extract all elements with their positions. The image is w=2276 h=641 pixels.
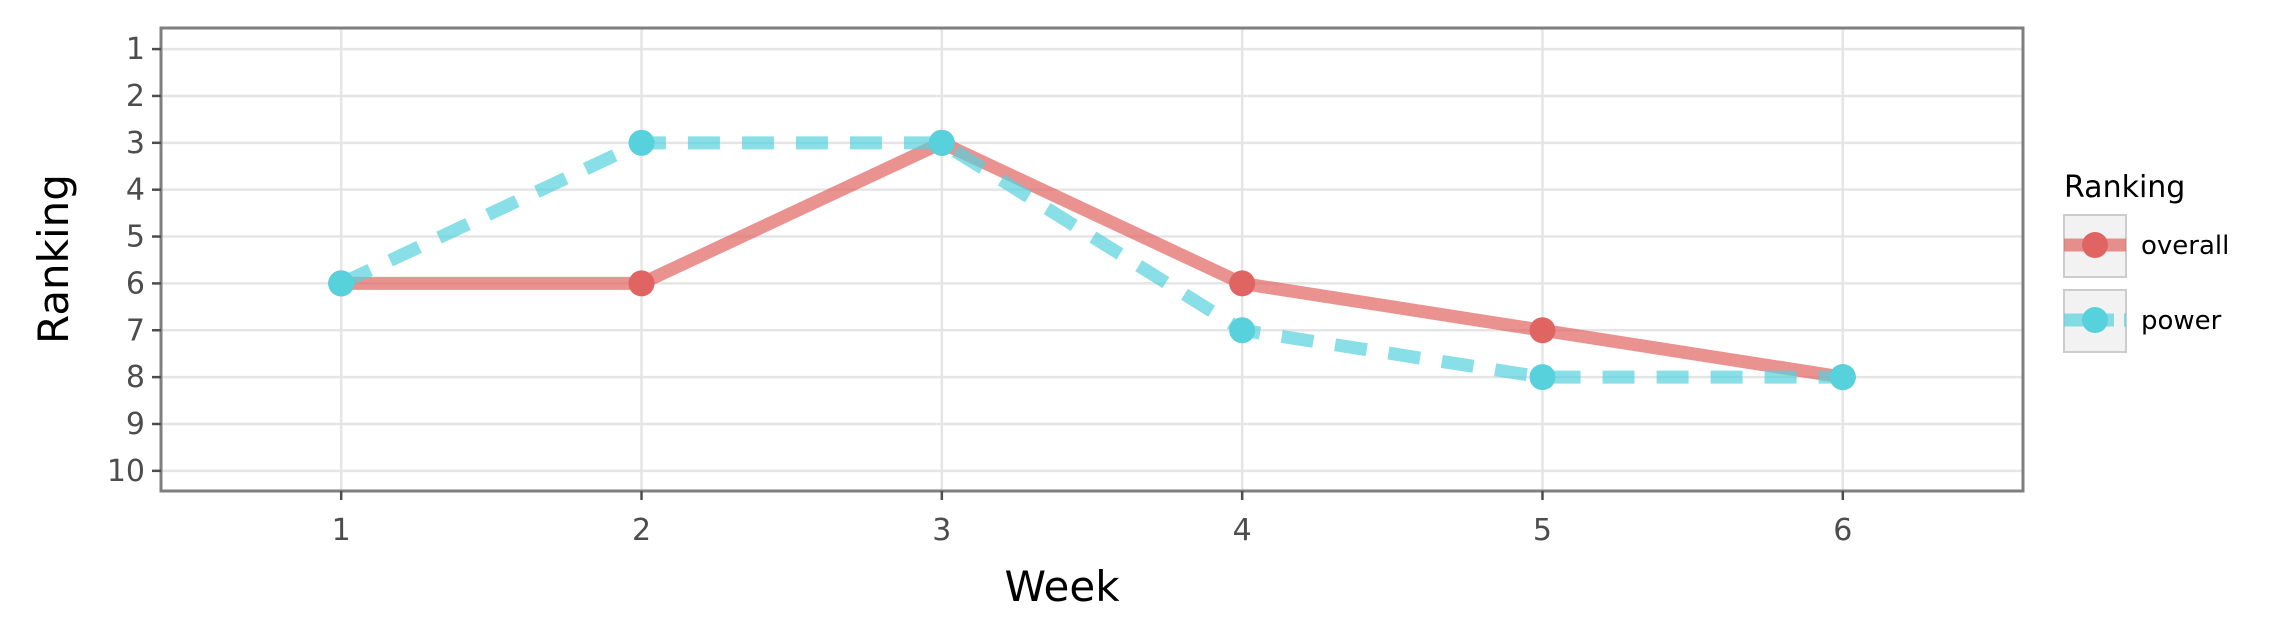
series-line-overall — [341, 136, 1844, 384]
y-tick-label: 8 — [126, 360, 145, 395]
y-tick-label: 6 — [126, 266, 145, 301]
data-point-power — [628, 129, 655, 156]
x-tick-label: 5 — [1533, 513, 1552, 548]
x-tick-label: 2 — [632, 513, 651, 548]
y-tick-label: 1 — [126, 32, 145, 67]
series-lines — [328, 129, 1856, 391]
data-point-power — [328, 270, 355, 297]
y-tick-label: 4 — [126, 173, 145, 208]
series-line-power — [338, 136, 1843, 384]
y-axis-title: Ranking — [29, 174, 78, 344]
legend-title: Ranking — [2064, 170, 2185, 205]
x-tick-label: 1 — [332, 513, 351, 548]
series-power — [328, 129, 1856, 391]
x-tick-label: 4 — [1233, 513, 1252, 548]
y-tick-label: 2 — [126, 79, 145, 114]
data-point-power — [1229, 317, 1256, 344]
y-tick-label: 10 — [107, 454, 145, 489]
legend-swatch-point — [2082, 307, 2108, 333]
y-tick-label: 3 — [126, 126, 145, 161]
data-point-overall — [1529, 317, 1556, 344]
legend-label: power — [2141, 306, 2222, 336]
legend-item-power: power — [2063, 289, 2222, 353]
y-tick-label: 9 — [126, 407, 145, 442]
legend-item-overall: overall — [2063, 214, 2229, 278]
gridlines — [161, 28, 2023, 491]
legend: Ranking overall power — [2063, 170, 2229, 353]
data-point-power — [1829, 364, 1856, 391]
x-tick-label: 6 — [1833, 513, 1852, 548]
y-tick-label: 7 — [126, 313, 145, 348]
axes: 1 2 3 4 5 6 1 2 3 4 5 6 7 8 9 10 — [107, 32, 1853, 548]
data-point-power — [1529, 364, 1556, 391]
data-point-overall — [1229, 270, 1256, 297]
x-axis-title: Week — [1004, 562, 1120, 611]
panel-border — [159, 26, 2025, 493]
legend-swatch-point — [2082, 232, 2108, 258]
legend-label: overall — [2141, 231, 2229, 261]
data-point-power — [928, 129, 955, 156]
data-point-overall — [628, 270, 655, 297]
y-tick-label: 5 — [126, 220, 145, 255]
x-tick-label: 3 — [932, 513, 951, 548]
